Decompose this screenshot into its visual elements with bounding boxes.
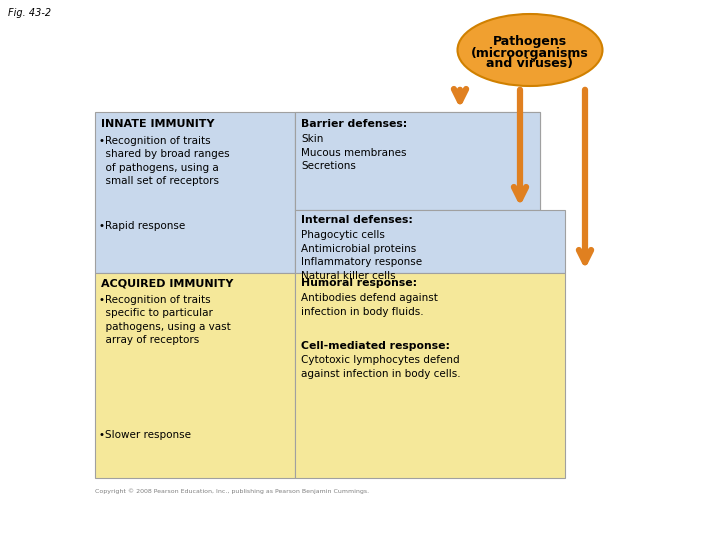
Text: •Recognition of traits: •Recognition of traits [99, 295, 211, 305]
Text: and viruses): and viruses) [487, 57, 574, 71]
Text: Cytotoxic lymphocytes defend
against infection in body cells.: Cytotoxic lymphocytes defend against inf… [301, 355, 461, 379]
Text: (microorganisms: (microorganisms [471, 46, 589, 59]
Text: Skin
Mucous membranes
Secretions: Skin Mucous membranes Secretions [301, 134, 407, 171]
Text: Pathogens: Pathogens [493, 36, 567, 49]
Bar [295, 210, 565, 273]
Text: Cell-mediated response:: Cell-mediated response: [301, 341, 450, 351]
Bar [95, 112, 295, 273]
Text: Copyright © 2008 Pearson Education, Inc., publishing as Pearson Benjamin Cumming: Copyright © 2008 Pearson Education, Inc.… [95, 488, 369, 494]
Bar [295, 112, 540, 273]
Bar [95, 273, 295, 478]
Bar [295, 112, 540, 210]
Text: Barrier defenses:: Barrier defenses: [301, 119, 408, 129]
Text: Phagocytic cells
Antimicrobial proteins
Inflammatory response
Natural killer cel: Phagocytic cells Antimicrobial proteins … [301, 230, 422, 281]
Text: •Recognition of traits: •Recognition of traits [99, 136, 211, 146]
Text: Antibodies defend against
infection in body fluids.: Antibodies defend against infection in b… [301, 293, 438, 316]
Text: Internal defenses:: Internal defenses: [301, 215, 413, 225]
Text: specific to particular
  pathogens, using a vast
  array of receptors: specific to particular pathogens, using … [99, 308, 230, 345]
Text: shared by broad ranges
  of pathogens, using a
  small set of receptors: shared by broad ranges of pathogens, usi… [99, 149, 230, 186]
Text: INNATE IMMUNITY: INNATE IMMUNITY [101, 119, 215, 129]
Bar [295, 273, 565, 478]
Text: Humoral response:: Humoral response: [301, 278, 417, 288]
Text: •Slower response: •Slower response [99, 430, 191, 440]
Ellipse shape [457, 14, 603, 86]
Text: Fig. 43-2: Fig. 43-2 [8, 8, 51, 18]
Text: •Rapid response: •Rapid response [99, 221, 185, 231]
Text: ACQUIRED IMMUNITY: ACQUIRED IMMUNITY [101, 278, 233, 288]
